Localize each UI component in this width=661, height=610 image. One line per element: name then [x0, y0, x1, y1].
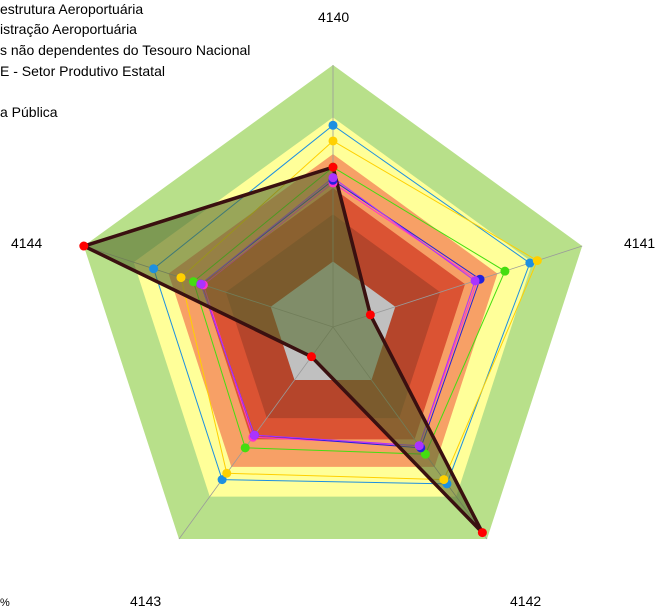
- series-point: [196, 279, 206, 289]
- series-point: [328, 173, 338, 183]
- series-point: [188, 277, 198, 287]
- series-point: [149, 264, 159, 274]
- series-point: [470, 276, 480, 286]
- series-point: [79, 241, 89, 251]
- radar-series: [79, 124, 538, 534]
- series-point: [306, 352, 316, 362]
- series-point: [414, 441, 424, 451]
- legend-item: E - Setor Produtivo Estatal: [0, 63, 165, 79]
- series-point: [222, 468, 232, 478]
- series-point: [217, 475, 227, 485]
- radar-markers: [79, 120, 542, 538]
- series-point: [500, 266, 510, 276]
- series-point: [365, 310, 375, 320]
- footnote: %: [0, 597, 10, 609]
- axis-label-4140: 4140: [318, 9, 350, 25]
- series-point: [176, 273, 186, 283]
- legend-item: s não dependentes do Tesouro Nacional: [0, 42, 251, 58]
- series-point: [328, 136, 338, 146]
- series-point: [525, 258, 535, 268]
- legend-item: estrutura Aeroportuária: [0, 1, 144, 17]
- legend-item: istração Aeroportuária: [0, 21, 137, 37]
- series-line: [79, 164, 484, 534]
- series-point: [249, 430, 259, 440]
- series-point: [439, 475, 449, 485]
- series-point: [328, 120, 338, 130]
- axis-label-4144: 4144: [11, 235, 43, 251]
- legend-item: a Pública: [0, 104, 58, 120]
- axis-label-4141: 4141: [624, 235, 656, 251]
- series-point: [477, 528, 487, 538]
- axis-label-4143: 4143: [130, 593, 162, 609]
- series-point: [532, 256, 542, 266]
- axis-label-4142: 4142: [510, 593, 542, 609]
- series-point: [420, 449, 430, 459]
- series-point: [240, 443, 250, 453]
- series-point: [328, 162, 338, 172]
